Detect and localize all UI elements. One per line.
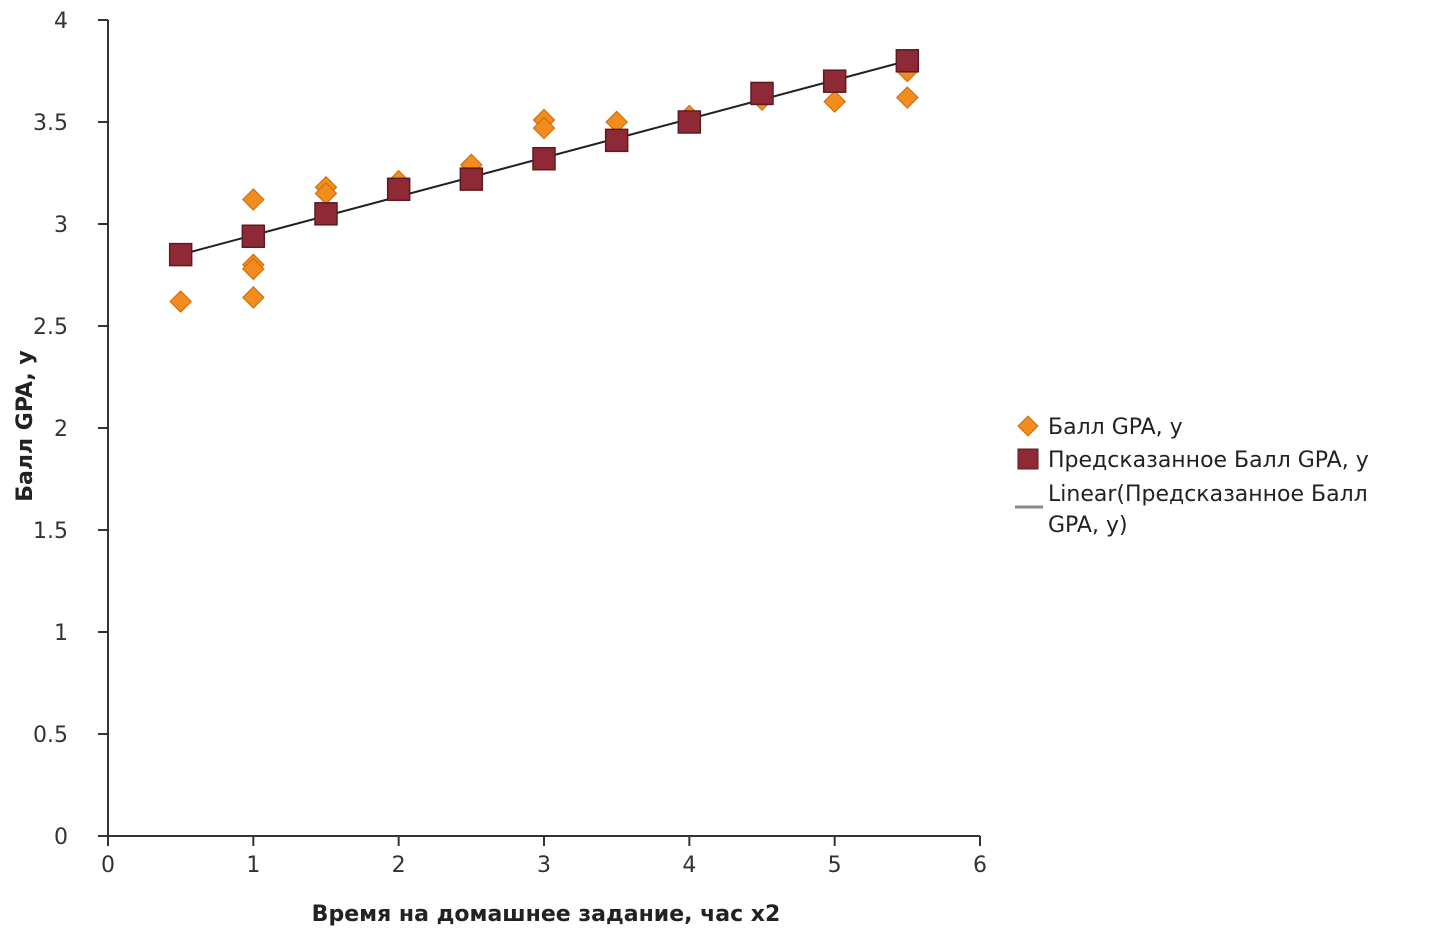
- legend-label-predicted: Предсказанное Балл GPA, y: [1048, 448, 1369, 473]
- data-point-predicted: [677, 110, 702, 134]
- y-tick-label: 0: [54, 825, 68, 850]
- y-axis-title: Балл GPA, y: [13, 350, 38, 501]
- x-tick-label: 6: [973, 853, 987, 878]
- x-tick-label: 2: [392, 853, 406, 878]
- data-point-actual: [605, 110, 628, 134]
- data-point-actual: [896, 86, 919, 109]
- data-point-actual: [242, 286, 265, 309]
- legend-diamond-marker: [1017, 415, 1039, 437]
- data-point-predicted: [532, 146, 556, 171]
- data-point-predicted: [604, 128, 629, 153]
- axes: 0 0.5 1 1.5 2 2.5 3 3.5 4 0 1 2 3 4 5 6: [33, 9, 987, 878]
- data-point-predicted: [241, 224, 266, 248]
- legend-label-actual: Балл GPA, y: [1048, 415, 1183, 440]
- data-point-actual: [532, 116, 556, 140]
- y-axis-ticks: 0 0.5 1 1.5 2 2.5 3 3.5 4: [33, 9, 108, 850]
- legend-item-actual: Балл GPA, y: [1017, 415, 1183, 440]
- x-tick-label: 4: [682, 853, 696, 878]
- data-point-predicted: [314, 202, 338, 226]
- x-tick-label: 5: [828, 853, 842, 878]
- data-point-predicted: [822, 69, 847, 93]
- data-point-actual: [242, 257, 265, 281]
- data-point-predicted: [386, 177, 411, 202]
- data-point-predicted: [895, 49, 920, 73]
- x-tick-label: 0: [101, 853, 115, 878]
- y-tick-label: 0.5: [33, 723, 68, 748]
- legend-label-trendline-line1: Linear(Предсказанное Балл: [1048, 482, 1368, 507]
- x-axis-title: Время на домашнее задание, час х2: [312, 902, 781, 927]
- x-tick-label: 3: [537, 853, 551, 878]
- y-tick-label: 1.5: [33, 519, 68, 544]
- y-tick-label: 2.5: [33, 315, 68, 340]
- legend-label-trendline-line2: GPA, y): [1048, 513, 1128, 538]
- y-tick-label: 3: [54, 213, 68, 238]
- data-point-predicted: [168, 242, 193, 267]
- data-point-actual: [242, 188, 265, 211]
- data-point-actual: [314, 182, 338, 205]
- legend-item-trendline: Linear(Предсказанное Балл GPA, y): [1015, 482, 1368, 538]
- legend-square-marker: [1017, 448, 1039, 470]
- y-tick-label: 2: [54, 417, 68, 442]
- y-tick-label: 3.5: [33, 111, 68, 136]
- data-point-actual: [169, 290, 192, 313]
- data-point-predicted: [459, 167, 484, 191]
- data-point-actual: [823, 90, 846, 113]
- data-point-predicted: [750, 81, 774, 106]
- y-tick-label: 1: [54, 621, 68, 646]
- data-points-layer: [168, 49, 920, 313]
- legend: Балл GPA, y Предсказанное Балл GPA, y Li…: [1015, 415, 1369, 538]
- x-tick-label: 1: [246, 853, 260, 878]
- legend-item-predicted: Предсказанное Балл GPA, y: [1017, 448, 1369, 473]
- x-axis-ticks: 0 1 2 3 4 5 6: [101, 836, 987, 878]
- y-tick-label: 4: [54, 9, 68, 34]
